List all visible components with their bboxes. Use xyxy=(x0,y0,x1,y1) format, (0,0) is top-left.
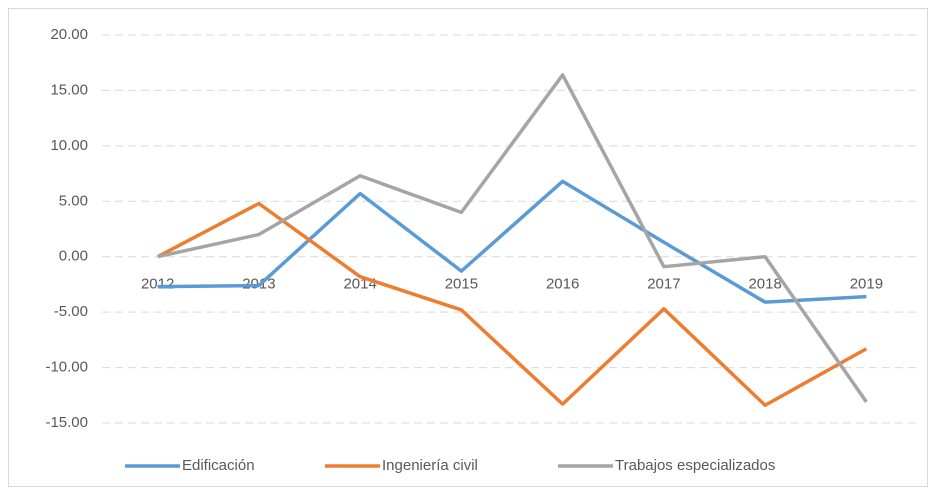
legend-label: Trabajos especializados xyxy=(615,457,775,474)
series-line xyxy=(157,179,867,304)
y-tick-label: -10.00 xyxy=(45,359,88,376)
x-tick-label: 2017 xyxy=(647,276,680,293)
y-tick-label: 5.00 xyxy=(59,192,88,209)
y-tick-label: 0.00 xyxy=(59,248,88,265)
x-tick-label: 2016 xyxy=(546,276,579,293)
series-line xyxy=(157,73,868,403)
y-tick-label: -5.00 xyxy=(54,303,88,320)
x-tick-label: 2018 xyxy=(748,276,781,293)
chart-frame xyxy=(8,8,928,487)
legend-label: Ingeniería civil xyxy=(382,457,478,474)
y-tick-label: -15.00 xyxy=(45,414,88,431)
y-tick-label: 15.00 xyxy=(50,81,88,98)
x-tick-label: 2019 xyxy=(850,276,883,293)
y-tick-label: 10.00 xyxy=(50,137,88,154)
x-tick-label: 2012 xyxy=(141,276,174,293)
x-tick-label: 2015 xyxy=(445,276,478,293)
legend-label: Edificación xyxy=(182,457,255,474)
series-line xyxy=(156,201,868,408)
y-tick-label: 20.00 xyxy=(50,26,88,43)
